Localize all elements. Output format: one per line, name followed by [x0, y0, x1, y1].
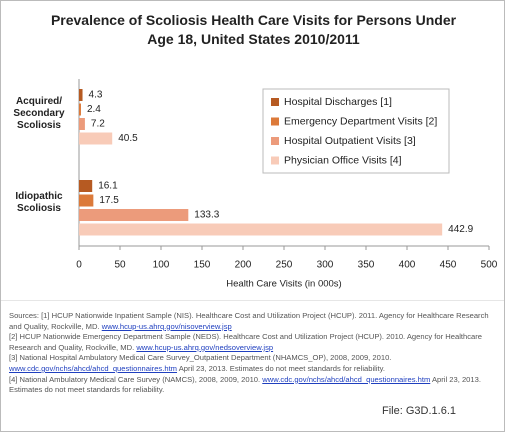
data-label: 2.4 — [87, 104, 101, 115]
source-link[interactable]: www.hcup-us.ahrq.gov/nisoverview.jsp — [101, 321, 232, 331]
source-link[interactable]: www.hcup-us.ahrq.gov/nedsoverview.jsp — [136, 342, 274, 352]
source: Sources: [1] HCUP Nationwide Inpatient S… — [9, 311, 499, 332]
data-label: 442.9 — [448, 224, 473, 235]
source-note: April 23, 2013. Estimates do not meet st… — [9, 374, 481, 395]
x-tick-label: 250 — [276, 260, 293, 271]
legend-label: Physician Office Visits [4] — [284, 154, 402, 166]
x-tick-label: 50 — [114, 260, 126, 271]
bar — [79, 180, 93, 192]
category-label: Acquired/ Secondary Scoliosis — [13, 96, 65, 131]
x-tick-label: 450 — [440, 260, 457, 271]
legend-swatch — [271, 137, 279, 145]
legend-label: Emergency Department Visits [2] — [284, 115, 437, 127]
x-tick-label: 150 — [194, 260, 211, 271]
x-axis-title: Health Care Visits (in 000s) — [226, 279, 341, 290]
chart-title: Prevalence of Scoliosis Health Care Visi… — [50, 12, 457, 47]
bar — [79, 118, 85, 130]
bar — [79, 132, 113, 145]
source-text: Sources: [1] HCUP Nationwide Inpatient S… — [9, 311, 489, 331]
x-tick-label: 100 — [153, 260, 170, 271]
data-label: 7.2 — [91, 119, 105, 130]
source: [3] National Hospital Ambulatory Medical… — [9, 353, 499, 374]
x-tick-label: 350 — [358, 260, 375, 271]
source-link[interactable]: www.cdc.gov/nchs/ahcd/ahcd_questionnaire… — [9, 363, 178, 373]
source-text: [2] HCUP Nationwide Emergency Department… — [9, 332, 482, 352]
data-label: 40.5 — [118, 133, 138, 144]
file-label: File: G3D.1.6.1 — [382, 405, 456, 417]
bar — [79, 209, 189, 221]
source: [2] HCUP Nationwide Emergency Department… — [9, 332, 499, 353]
legend-swatch — [271, 98, 279, 106]
source: [4] National Ambulatory Medical Care Sur… — [9, 375, 499, 396]
bar — [79, 103, 81, 116]
bar — [79, 89, 83, 101]
legend-box — [262, 88, 450, 174]
legend-swatch — [271, 156, 279, 165]
data-label: 16.1 — [98, 181, 118, 192]
source-text: [4] National Ambulatory Medical Care Sur… — [9, 374, 261, 384]
legend-swatch — [271, 117, 279, 126]
legend-label: Hospital Outpatient Visits [3] — [284, 135, 416, 147]
x-tick-label: 500 — [481, 260, 498, 271]
x-tick-label: 400 — [399, 260, 416, 271]
chart: 0 50 100 150 200 250 300 350 400 450 500 Health Car… — [1, 79, 504, 301]
source-text: [3] National Hospital Ambulatory Medical… — [9, 353, 392, 363]
bar — [79, 223, 443, 236]
data-label: 4.3 — [89, 90, 103, 101]
source-link[interactable]: www.cdc.gov/nchs/ahcd/ahcd_questionnaire… — [262, 374, 431, 384]
data-label: 133.3 — [194, 210, 219, 221]
category-label: Idiopathic Scoliosis — [15, 191, 63, 214]
data-label: 17.5 — [99, 195, 119, 206]
bar — [79, 194, 94, 207]
sources: Sources: [1] HCUP Nationwide Inpatient S… — [9, 311, 499, 396]
legend: Hospital Discharges [1] Emergency Departm… — [262, 88, 450, 174]
x-tick-label: 200 — [235, 260, 252, 271]
legend-label: Hospital Discharges [1] — [284, 96, 392, 108]
x-tick-label: 300 — [317, 260, 334, 271]
x-tick-label: 0 — [76, 260, 82, 271]
source-note: April 23, 2013. Estimates do not meet st… — [178, 363, 385, 373]
